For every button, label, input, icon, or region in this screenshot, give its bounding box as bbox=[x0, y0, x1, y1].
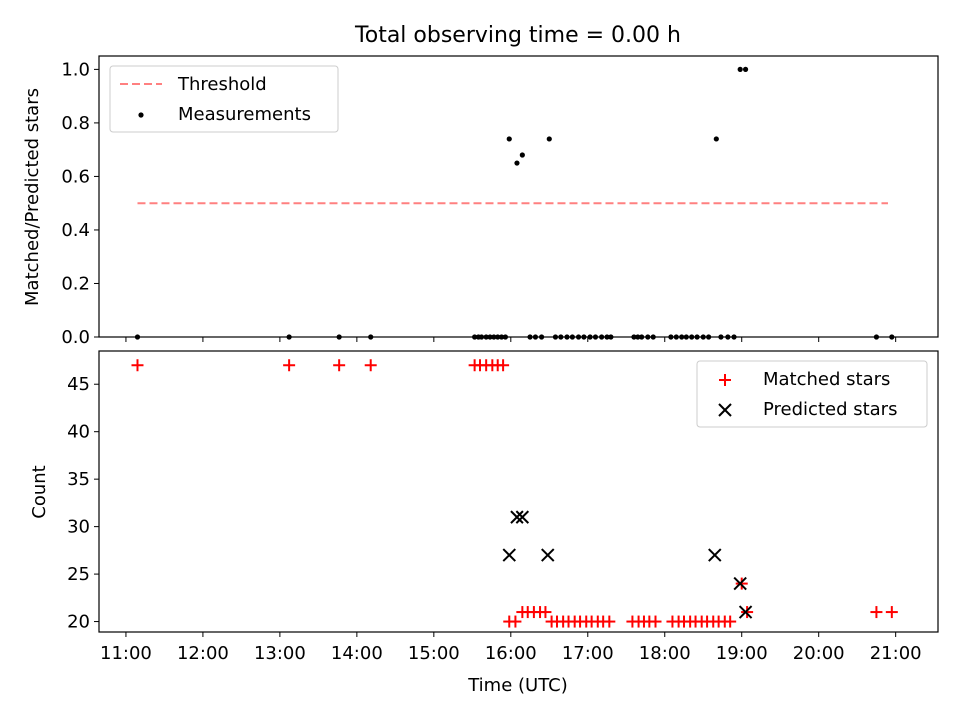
matched-star-point bbox=[870, 606, 883, 619]
bottom-data-area bbox=[131, 359, 898, 628]
matched-star-point bbox=[735, 577, 748, 590]
x-tick-label: 12:00 bbox=[177, 643, 229, 664]
bottom-panel: 11:00 12:00 13:00 14:00 15:00 16:00 17:00 18:00… bbox=[67, 350, 939, 664]
x-axis-label: Time (UTC) bbox=[467, 675, 568, 696]
predicted-legend-swatch bbox=[718, 403, 732, 417]
matched-star-point bbox=[724, 615, 737, 628]
bottom-legend-frame bbox=[696, 360, 928, 428]
measurement-point bbox=[514, 160, 520, 166]
matched-star-point bbox=[539, 606, 552, 619]
predicted-star-point bbox=[510, 510, 524, 524]
matched-star-point bbox=[741, 606, 754, 619]
x-tick-label: 11:00 bbox=[100, 643, 152, 664]
measurement-point bbox=[546, 136, 552, 142]
bottom-y-axis-label: Count bbox=[29, 465, 50, 518]
measurement-point bbox=[519, 152, 525, 158]
predicted-star-point bbox=[738, 605, 753, 619]
matched-star-point bbox=[497, 359, 510, 372]
top-y-tick-label: 0.0 bbox=[61, 327, 90, 348]
matched-star-point bbox=[603, 615, 616, 628]
bottom-legend: Matched stars Predicted stars bbox=[696, 360, 928, 428]
predicted-legend-label: Predicted stars bbox=[763, 399, 897, 420]
bottom-y-tick-label: 25 bbox=[67, 564, 90, 585]
x-tick-label: 17:00 bbox=[562, 643, 614, 664]
matched-star-point bbox=[509, 615, 522, 628]
top-y-tick-label: 0.2 bbox=[61, 273, 90, 294]
x-tick-label: 14:00 bbox=[331, 643, 383, 664]
matched-star-point bbox=[283, 359, 296, 372]
measurement-point bbox=[506, 136, 512, 142]
top-y-tick-label: 0.8 bbox=[61, 113, 90, 134]
top-y-tick-label: 1.0 bbox=[61, 59, 90, 80]
measurements-legend-swatch bbox=[138, 112, 144, 118]
x-tick-label: 20:00 bbox=[793, 643, 845, 664]
predicted-star-point bbox=[502, 548, 516, 562]
x-tick-label: 15:00 bbox=[408, 643, 460, 664]
x-tick-label: 18:00 bbox=[639, 643, 691, 664]
top-y-tick-label: 0.4 bbox=[61, 220, 90, 241]
predicted-star-point bbox=[541, 548, 555, 562]
measurements-legend-label: Measurements bbox=[178, 104, 311, 125]
bottom-y-tick-label: 45 bbox=[67, 374, 90, 395]
x-tick-label: 13:00 bbox=[254, 643, 306, 664]
matched-star-point bbox=[131, 359, 144, 372]
measurement-point bbox=[713, 136, 719, 142]
measurement-point bbox=[742, 66, 749, 72]
top-legend: Threshold Measurements bbox=[109, 65, 339, 133]
top-y-tick-label: 0.6 bbox=[61, 166, 90, 187]
top-y-axis-label: Matched/Predicted stars bbox=[22, 88, 43, 306]
threshold-legend-label: Threshold bbox=[177, 74, 267, 95]
predicted-star-point bbox=[515, 510, 530, 524]
top-axes-frame bbox=[98, 55, 939, 338]
top-panel: 0.0 0.2 0.4 0.6 0.8 1.0 bbox=[61, 55, 939, 348]
bottom-y-tick-label: 40 bbox=[67, 422, 90, 443]
x-tick-label: 16:00 bbox=[485, 643, 537, 664]
bottom-axes-frame bbox=[98, 350, 939, 633]
x-tick-label: 21:00 bbox=[870, 643, 922, 664]
chart-title: Total observing time = 0.00 h bbox=[354, 23, 681, 48]
predicted-star-point bbox=[733, 576, 747, 591]
predicted-star-point bbox=[708, 548, 722, 562]
matched-legend-swatch bbox=[719, 374, 731, 386]
matched-legend-label: Matched stars bbox=[763, 369, 890, 390]
matched-star-point bbox=[885, 606, 898, 619]
x-tick-label: 19:00 bbox=[716, 643, 768, 664]
matched-star-point bbox=[333, 359, 346, 372]
bottom-y-tick-label: 20 bbox=[67, 612, 90, 633]
bottom-y-tick-label: 35 bbox=[67, 469, 90, 490]
matched-star-point bbox=[649, 615, 662, 628]
bottom-y-tick-label: 30 bbox=[67, 517, 90, 538]
measurement-point bbox=[737, 66, 743, 72]
top-legend-frame bbox=[109, 65, 339, 133]
matched-star-point bbox=[364, 359, 377, 372]
